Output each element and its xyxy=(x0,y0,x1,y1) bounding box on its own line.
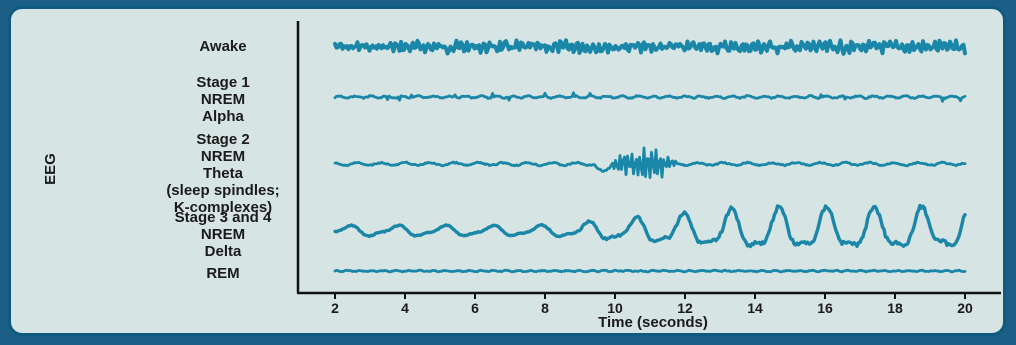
series-label-line: (sleep spindles; xyxy=(166,182,279,199)
series-label-line: Delta xyxy=(205,243,242,260)
series-trace xyxy=(333,91,967,103)
series-label-line: Theta xyxy=(203,165,244,182)
x-ticks: 2 4 6 8 10 12 14 16 18 20 xyxy=(331,293,973,316)
x-tick-label: 2 xyxy=(331,300,339,316)
series-label-line: NREM xyxy=(201,148,245,165)
series-label-line: Alpha xyxy=(202,108,244,125)
series-label-line: REM xyxy=(206,265,239,282)
series-label-line: NREM xyxy=(201,226,245,243)
x-tick-label: 8 xyxy=(541,300,549,316)
x-tick-label: 10 xyxy=(607,300,623,316)
x-tick-label: 18 xyxy=(887,300,903,316)
series-label-line: Stage 1 xyxy=(196,74,249,91)
x-tick-label: 4 xyxy=(401,300,409,316)
series-label-line: K-complexes) xyxy=(174,199,272,216)
series-trace xyxy=(333,268,967,274)
x-tick-label: 20 xyxy=(957,300,973,316)
series-trace xyxy=(333,38,967,56)
x-tick-label: 6 xyxy=(471,300,479,316)
x-tick-label: 16 xyxy=(817,300,833,316)
x-tick-label: 14 xyxy=(747,300,763,316)
series-traces xyxy=(333,38,967,274)
y-axis-label: EEG xyxy=(42,153,59,185)
series-label-line: Stage 2 xyxy=(196,131,249,148)
x-axis-label: Time (seconds) xyxy=(598,314,708,331)
series-label-line: NREM xyxy=(201,91,245,108)
series-label-line: Stage 3 and 4 xyxy=(175,209,272,226)
series-label-line: Awake xyxy=(199,38,246,55)
chart-frame: EEG Time (seconds) Awake Stage 1 NREM Alpha… xyxy=(8,6,1006,336)
x-tick-label: 12 xyxy=(677,300,693,316)
series-trace xyxy=(333,203,967,249)
series-trace xyxy=(333,146,967,180)
